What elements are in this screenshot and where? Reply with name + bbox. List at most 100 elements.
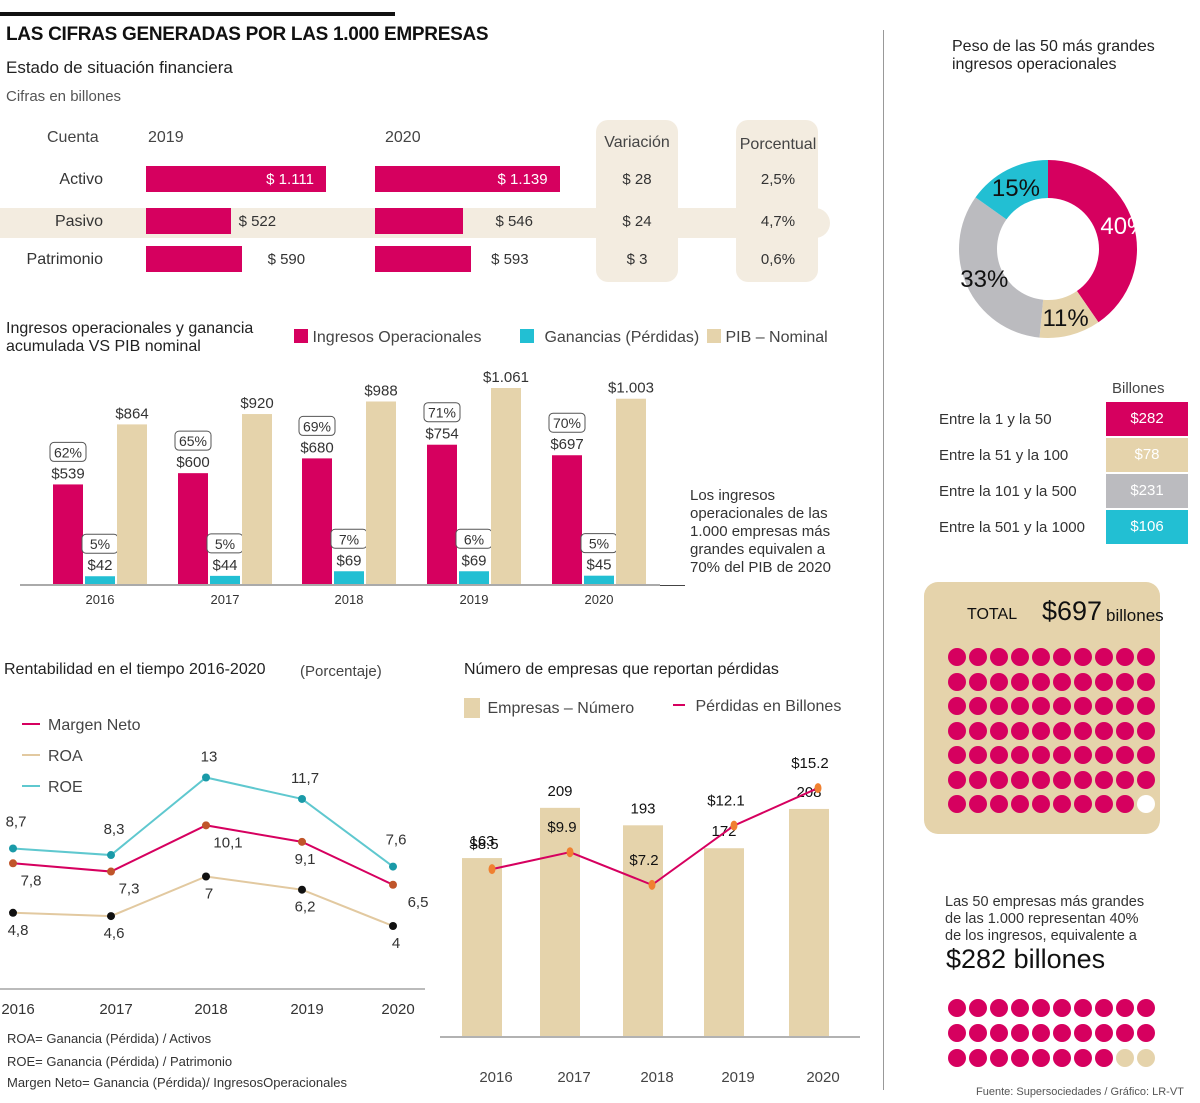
variacion-value: $ 28 <box>622 171 652 188</box>
filled-dot <box>1095 999 1113 1017</box>
filled-dot <box>948 999 966 1017</box>
filled-dot <box>990 795 1008 813</box>
filled-dot <box>969 1049 987 1067</box>
filled-dot <box>969 1024 987 1042</box>
annotation-leader-line <box>660 585 685 586</box>
total-amount: $697 <box>1042 596 1103 626</box>
roa-value-label: 4 <box>392 935 400 952</box>
filled-dot <box>1137 1024 1155 1042</box>
bar-value-label: 193 <box>630 800 655 817</box>
filled-dot <box>1116 1024 1134 1042</box>
filled-dot <box>1011 1049 1029 1067</box>
rentabilidad-notes: ROA= Ganancia (Pérdida) / Activos ROE= G… <box>7 1028 347 1092</box>
bar-value-label: $539 <box>51 465 84 482</box>
bar-value-label: $42 <box>87 557 112 574</box>
filled-dot <box>1011 770 1029 789</box>
pct-badge <box>298 415 336 436</box>
col-header-cuenta: Cuenta <box>47 129 99 146</box>
filled-dot <box>1074 721 1092 740</box>
roe-value-label: 11,7 <box>291 770 319 787</box>
point-perdidas <box>488 864 496 875</box>
filled-dot <box>990 999 1008 1017</box>
bar-2019-label: $ 522 <box>238 213 277 230</box>
bar-ingresos <box>427 444 457 584</box>
filled-dot <box>1137 746 1155 764</box>
filled-dot <box>1137 648 1155 666</box>
filled-dot <box>1095 1049 1113 1067</box>
total-unit: billones <box>1106 606 1164 625</box>
filled-dot <box>1116 746 1134 764</box>
point-roe <box>298 794 306 803</box>
point-margen-neto <box>107 867 115 876</box>
col-header-2020: 2020 <box>385 129 421 146</box>
filled-dot <box>1011 999 1029 1017</box>
bar-value-label: $680 <box>300 439 333 456</box>
filled-dot <box>1095 697 1113 715</box>
filled-dot <box>1095 795 1113 813</box>
filled-dot <box>990 746 1008 764</box>
filled-dot <box>1116 721 1134 740</box>
billones-row-label: Entre la 1 y la 50 <box>939 411 1052 428</box>
point-roe <box>202 773 210 782</box>
bar-ganancias <box>584 575 614 584</box>
pct-badge-label: 5% <box>589 536 609 552</box>
porcentual-value: 2,5% <box>760 171 796 188</box>
top50-amount: $282 billones <box>946 944 1106 974</box>
legend-label: Ingresos Operacionales <box>312 329 482 346</box>
filled-dot <box>1032 697 1050 715</box>
filled-dot <box>990 648 1008 666</box>
margen-value-label: 6,5 <box>408 894 429 911</box>
perdidas-title: Número de empresas que reportan pérdidas <box>464 661 779 678</box>
x-tick-label: 2016 <box>1 1001 34 1018</box>
roa-value-label: 6,2 <box>295 899 316 916</box>
point-margen-neto <box>389 880 397 889</box>
perdidas-combo-chart: 16320162092017193201817220192082020$8.5$… <box>440 755 860 1086</box>
filled-dot <box>1137 721 1155 740</box>
pct-badge-label: 71% <box>428 405 456 421</box>
legend-swatch-beige <box>464 698 480 718</box>
line-value-label: $15.2 <box>791 755 829 772</box>
point-roa <box>9 908 17 917</box>
filled-dot <box>1095 1024 1113 1042</box>
filled-dot <box>1032 1024 1050 1042</box>
filled-dot <box>969 746 987 764</box>
filled-dot <box>1116 795 1134 813</box>
bar-value-label: $920 <box>240 395 273 412</box>
bar-value-label: $69 <box>336 552 361 569</box>
point-roa <box>298 885 306 894</box>
point-roa <box>389 922 397 930</box>
legend-line-magenta <box>673 704 685 706</box>
margen-value-label: 7,8 <box>21 872 42 889</box>
top50-text: Las 50 empresas más grandes de las 1.000… <box>945 894 1145 944</box>
filled-dot <box>1074 697 1092 715</box>
filled-dot <box>1011 795 1029 813</box>
bar-value-label: $1.061 <box>483 369 529 386</box>
pct-badge <box>174 430 212 451</box>
x-tick-label: 2020 <box>806 1069 839 1086</box>
x-tick-label: 2019 <box>460 592 489 607</box>
filled-dot <box>1095 672 1113 691</box>
margen-value-label: 7,3 <box>119 881 140 898</box>
bar-pib <box>366 401 396 584</box>
empty-dot <box>1116 1049 1134 1067</box>
ingresos-chart-title: Ingresos operacionales y ganancia acumul… <box>6 320 254 355</box>
filled-dot <box>1074 1049 1092 1067</box>
line-value-label: $7.2 <box>629 852 658 869</box>
filled-dot <box>1053 746 1071 764</box>
top-rule <box>0 12 395 16</box>
filled-dot <box>1116 999 1134 1017</box>
bar-value-label: $44 <box>212 557 237 574</box>
bar-2020 <box>375 208 464 234</box>
donut-slice-label: 33% <box>960 266 1008 293</box>
filled-dot <box>990 672 1008 691</box>
filled-dot <box>1011 746 1029 764</box>
filled-dot <box>969 770 987 789</box>
filled-dot <box>1053 697 1071 715</box>
legend-label: Pérdidas en Billones <box>695 698 842 715</box>
filled-dot <box>948 795 966 813</box>
filled-dot <box>1074 795 1092 813</box>
margen-value-label: 10,1 <box>213 834 242 851</box>
rentabilidad-line-chart: 2016 2017 2018 2019 2020 Margen Neto ROA ROE 8,7… <box>0 717 429 1018</box>
filled-dot <box>1053 721 1071 740</box>
x-tick-label: 2017 <box>557 1069 590 1086</box>
